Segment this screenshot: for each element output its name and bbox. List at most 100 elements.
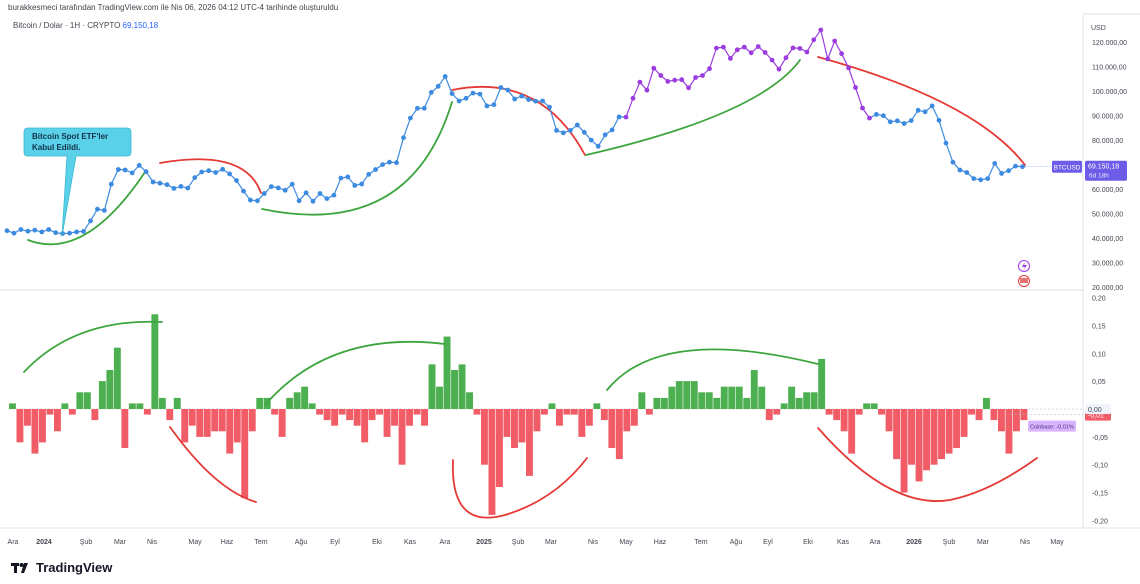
- oscillator-bar: [593, 403, 601, 409]
- price-point: [540, 98, 545, 104]
- price-point: [268, 184, 274, 190]
- chart-canvas[interactable]: USD 120.000,00 110.000,00 100.000,00 90.000,…: [0, 0, 1140, 556]
- price-point: [477, 91, 483, 97]
- price-point: [338, 175, 344, 181]
- oscillator-bar: [496, 409, 503, 487]
- oscillator-tick-label: 0,15: [1092, 323, 1106, 330]
- price-point: [693, 75, 698, 80]
- callout-bubble[interactable]: [23, 127, 132, 237]
- callout-text-line-2: Kabul Edildi.: [32, 143, 80, 152]
- oscillator-bar: [488, 409, 496, 515]
- price-segment: [945, 142, 954, 163]
- price-point: [491, 102, 497, 108]
- oscillator-bar: [758, 386, 766, 409]
- oscillator-bar: [541, 409, 548, 415]
- price-segment: [848, 67, 857, 88]
- oscillator-bar: [376, 409, 383, 415]
- price-point: [804, 49, 810, 55]
- green-oscillator-curve: [23, 320, 163, 373]
- green-trend-curve: [27, 171, 146, 246]
- price-badge-countdown: 6d 18h: [1089, 173, 1109, 180]
- axis-icons[interactable]: [1018, 260, 1030, 287]
- oscillator-bar: [960, 409, 968, 437]
- callout-text-line-1: Bitcoin Spot ETF'ler: [32, 132, 108, 141]
- time-tick-label: Şub: [943, 539, 956, 546]
- price-tick-label: 90.000,00: [1092, 114, 1123, 121]
- oscillator-bar: [68, 409, 76, 415]
- oscillator-bar: [278, 409, 286, 437]
- oscillator-bar: [83, 392, 91, 409]
- currency-label: USD: [1091, 25, 1106, 32]
- oscillator-bar: [458, 364, 466, 409]
- time-tick-label: Mar: [114, 539, 127, 546]
- price-point: [380, 162, 385, 168]
- price-point: [588, 137, 594, 143]
- oscillator-bar: [885, 409, 893, 432]
- symbol-info[interactable]: Bitcoin / Dolar · 1H · CRYPTO 69.150,18: [13, 21, 158, 30]
- price-segment: [548, 106, 558, 131]
- price-point: [95, 206, 100, 212]
- price-point: [470, 90, 476, 96]
- price-point: [783, 55, 789, 61]
- price-point: [637, 79, 643, 85]
- tradingview-footer[interactable]: TradingView: [11, 560, 112, 575]
- time-tick-label: Haz: [654, 539, 667, 546]
- price-point: [463, 95, 469, 101]
- red-oscillator-curve: [817, 427, 1038, 502]
- time-tick-label: 2026: [906, 539, 922, 546]
- price-axis[interactable]: USD 120.000,00 110.000,00 100.000,00 90.000,…: [1091, 25, 1127, 292]
- price-point: [512, 96, 518, 102]
- oscillator-bar: [511, 409, 518, 448]
- price-point: [929, 103, 935, 109]
- price-point: [18, 227, 24, 232]
- oscillator-bar: [533, 409, 541, 432]
- price-segment: [333, 177, 342, 196]
- oscillator-tick-label: -0,20: [1092, 518, 1108, 525]
- oscillator-bar: [39, 409, 46, 443]
- price-segment: [827, 40, 836, 60]
- price-point: [67, 230, 72, 236]
- oscillator-bar: [825, 409, 833, 415]
- oscillator-bar: [143, 409, 151, 415]
- time-tick-label: Nis: [147, 539, 158, 546]
- price-point: [1006, 168, 1011, 174]
- oscillator-bar: [391, 409, 398, 426]
- price-point: [192, 175, 198, 181]
- oscillator-bar: [990, 409, 998, 421]
- time-tick-label: Tem: [694, 539, 707, 546]
- oscillator-bar: [338, 409, 346, 415]
- oscillator-tick-label: -0,05: [1092, 435, 1108, 442]
- price-point: [505, 87, 511, 93]
- time-tick-label: Mar: [545, 539, 558, 546]
- oscillator-bar: [750, 370, 758, 409]
- oscillator-bar: [930, 409, 938, 465]
- price-point: [811, 37, 817, 43]
- price-point: [887, 119, 893, 125]
- oscillator-value-label: -0,01: [1088, 413, 1104, 420]
- price-point: [46, 227, 52, 232]
- price-segment: [632, 81, 641, 99]
- price-point: [171, 186, 177, 191]
- price-point: [602, 132, 608, 138]
- price-point: [561, 130, 566, 136]
- flag-glyph-icon: [1020, 278, 1028, 283]
- price-segment: [834, 40, 843, 54]
- price-point: [164, 182, 170, 188]
- oscillator-bar: [945, 409, 953, 454]
- time-tick-label: Şub: [80, 539, 93, 546]
- price-point: [206, 168, 212, 174]
- oscillator-bar: [653, 397, 661, 409]
- green-oscillator-curve: [264, 340, 446, 406]
- etf-annotation[interactable]: Bitcoin Spot ETF'ler Kabul Edildi.: [23, 127, 132, 237]
- price-point: [908, 118, 914, 123]
- price-point: [943, 140, 949, 146]
- red-trend-curve: [159, 158, 262, 194]
- time-tick-label: Şub: [512, 539, 525, 546]
- price-point: [178, 184, 184, 189]
- price-point: [853, 85, 858, 90]
- oscillator-bar: [1013, 409, 1020, 432]
- oscillator-bar: [188, 409, 196, 426]
- time-tick-label: Ağu: [730, 539, 743, 546]
- time-axis[interactable]: Ara 2024 Şub Mar Nis May Haz Tem Ağu Eyl Eki Kas Ara…: [8, 539, 1065, 546]
- price-point: [352, 183, 358, 188]
